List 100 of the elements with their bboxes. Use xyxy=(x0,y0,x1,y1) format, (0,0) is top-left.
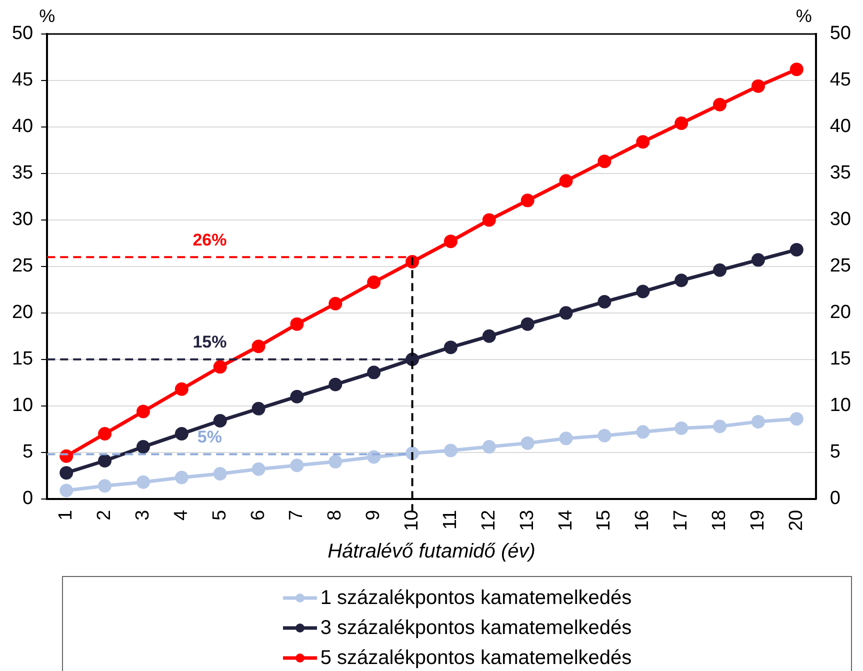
y2-tick-label: 15 xyxy=(830,348,852,370)
x-tick-label: 15 xyxy=(594,510,615,532)
y2-axis-title: % xyxy=(796,6,812,26)
point xyxy=(636,284,650,298)
x-tick-label: 8 xyxy=(324,510,346,520)
point xyxy=(790,242,804,256)
point xyxy=(598,295,612,309)
point xyxy=(367,275,381,289)
x-tick-label: 11 xyxy=(440,510,461,530)
point xyxy=(444,340,458,354)
point xyxy=(174,470,188,484)
y2-tick-label: 25 xyxy=(830,256,852,277)
x-tick-label: 3 xyxy=(132,510,154,520)
x-tick-label: 10 xyxy=(402,510,423,532)
x-tick-label: 17 xyxy=(670,510,692,532)
x-tick-label: 18 xyxy=(709,510,730,532)
point xyxy=(136,475,150,489)
y2-tick-label: 50 xyxy=(830,23,852,44)
y2-tick-label: 30 xyxy=(830,209,852,230)
point xyxy=(674,274,688,288)
point xyxy=(674,116,688,130)
y-tick-label: 25 xyxy=(12,256,34,277)
point xyxy=(790,412,804,426)
point xyxy=(60,484,74,498)
point xyxy=(559,432,573,446)
point xyxy=(559,174,573,188)
point xyxy=(98,427,112,441)
point xyxy=(98,454,112,468)
x-tick-label: 16 xyxy=(632,510,654,532)
point xyxy=(598,428,612,442)
point xyxy=(213,360,227,374)
y-tick-label: 0 xyxy=(22,488,34,510)
point xyxy=(252,340,266,354)
y2-tick-label: 45 xyxy=(830,70,852,91)
y2-tick-label: 35 xyxy=(830,162,852,184)
y-tick-label: 50 xyxy=(12,23,34,44)
point xyxy=(136,440,150,454)
x-tick-label: 7 xyxy=(286,510,308,520)
point xyxy=(713,98,727,112)
point xyxy=(482,329,496,343)
point xyxy=(790,62,804,76)
y-tick-label: 40 xyxy=(12,116,34,138)
x-tick-label: 12 xyxy=(478,510,500,532)
y2-tick-label: 0 xyxy=(830,488,840,510)
point xyxy=(598,154,612,168)
point xyxy=(520,436,534,450)
point xyxy=(174,427,188,441)
point xyxy=(674,421,688,435)
point xyxy=(751,79,765,93)
x-tick-label: 5 xyxy=(209,510,230,520)
y-tick-label: 15 xyxy=(12,348,34,370)
point xyxy=(290,317,304,331)
point xyxy=(213,414,227,428)
point xyxy=(290,390,304,404)
point xyxy=(252,462,266,476)
legend-label: 3 százalékpontos kamatemelkedés xyxy=(320,616,632,641)
x-tick-label: 19 xyxy=(747,510,768,532)
point xyxy=(636,135,650,149)
y-tick-label: 30 xyxy=(12,209,34,230)
point xyxy=(482,440,496,454)
x-tick-label: 13 xyxy=(516,510,538,532)
x-tick-label: 4 xyxy=(170,509,192,520)
point xyxy=(636,425,650,439)
y-tick-label: 45 xyxy=(12,70,34,91)
point xyxy=(136,404,150,418)
x-axis-title: Hátralévő futamidő (év) xyxy=(328,540,536,563)
point xyxy=(213,467,227,481)
point xyxy=(290,458,304,472)
point xyxy=(751,253,765,267)
point xyxy=(252,402,266,416)
legend-label: 5 százalékpontos kamatemelkedés xyxy=(320,646,632,671)
y-tick-label: 20 xyxy=(12,302,34,324)
point xyxy=(328,378,342,392)
point xyxy=(482,213,496,227)
point xyxy=(520,194,534,208)
legend-label: 1 százalékpontos kamatemelkedés xyxy=(320,586,632,611)
point xyxy=(713,420,727,434)
point xyxy=(328,296,342,310)
point xyxy=(98,479,112,493)
point xyxy=(328,454,342,468)
y-tick-label: 35 xyxy=(12,162,34,184)
x-tick-label: 6 xyxy=(248,510,269,520)
y2-tick-label: 20 xyxy=(830,302,852,324)
ref-line-label: 5% xyxy=(197,427,222,446)
point xyxy=(174,382,188,396)
y-tick-label: 10 xyxy=(12,395,34,416)
point xyxy=(713,263,727,277)
y-axis-title: % xyxy=(39,6,56,26)
x-tick-label: 2 xyxy=(94,510,116,520)
point xyxy=(559,306,573,320)
point xyxy=(444,444,458,458)
point xyxy=(520,317,534,331)
point xyxy=(751,414,765,428)
ref-line-label: 26% xyxy=(192,230,227,250)
y2-tick-label: 10 xyxy=(830,395,852,416)
x-tick-label: 20 xyxy=(786,510,807,532)
point xyxy=(367,366,381,380)
x-tick-label: 14 xyxy=(555,509,576,532)
point xyxy=(60,466,74,480)
y2-tick-label: 5 xyxy=(830,442,840,463)
